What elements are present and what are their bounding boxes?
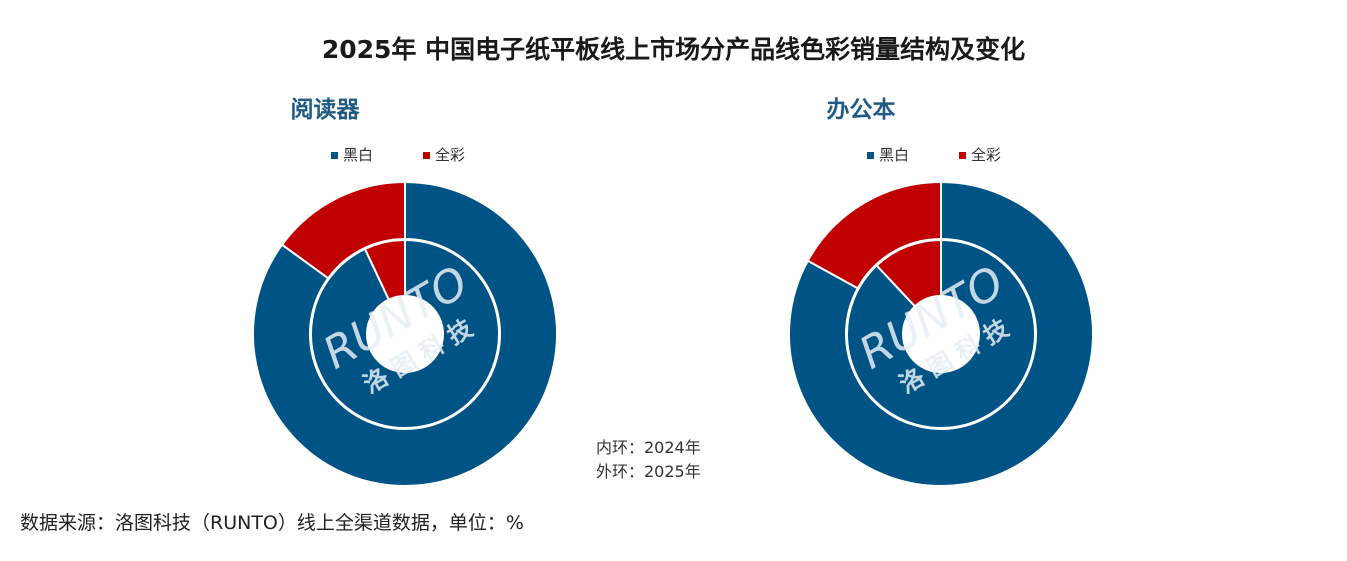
legend-item-bw: 黑白 [867, 144, 909, 165]
legend-item-color: 全彩 [423, 144, 465, 165]
legend-item-color: 全彩 [959, 144, 1001, 165]
inner-ring-slice-bw [846, 238, 1036, 429]
legend-label-bw: 黑白 [343, 146, 374, 164]
legend-label-color: 全彩 [971, 146, 1002, 164]
legend-swatch-color [423, 152, 430, 159]
outer-ring-slice-color [280, 180, 406, 280]
legend-swatch-bw [331, 152, 338, 159]
panel-title: 办公本 [826, 97, 896, 123]
inner-ring-slice-color [875, 238, 942, 308]
legend-label-color: 全彩 [435, 146, 466, 164]
legend-label-bw: 黑白 [879, 146, 910, 164]
chart-panel-office: 办公本 黑白 全彩 RUNTO 洛 图 科 技 [731, 80, 1151, 490]
outer-ring-slice-bw [252, 180, 558, 487]
panel-title: 阅读器 [290, 97, 360, 123]
annotation-outer-ring: 外环：2025年 [596, 462, 701, 481]
inner-ring-slice-bw [310, 238, 500, 429]
annotation-inner-ring: 内环：2024年 [596, 438, 701, 457]
chart-title: 2025年 中国电子纸平板线上市场分产品线色彩销量结构及变化 [321, 35, 1026, 64]
outer-ring-slice-bw [788, 180, 1094, 487]
outer-ring-slice-color [806, 180, 942, 290]
chart-panel-reader: 阅读器 黑白 全彩 RUNTO 洛 图 科 技 [195, 80, 615, 490]
legend-swatch-color [959, 152, 966, 159]
legend-swatch-bw [867, 152, 874, 159]
legend-item-bw: 黑白 [331, 144, 373, 165]
source-footer: 数据来源：洛图科技（RUNTO）线上全渠道数据，单位：% [20, 512, 524, 534]
